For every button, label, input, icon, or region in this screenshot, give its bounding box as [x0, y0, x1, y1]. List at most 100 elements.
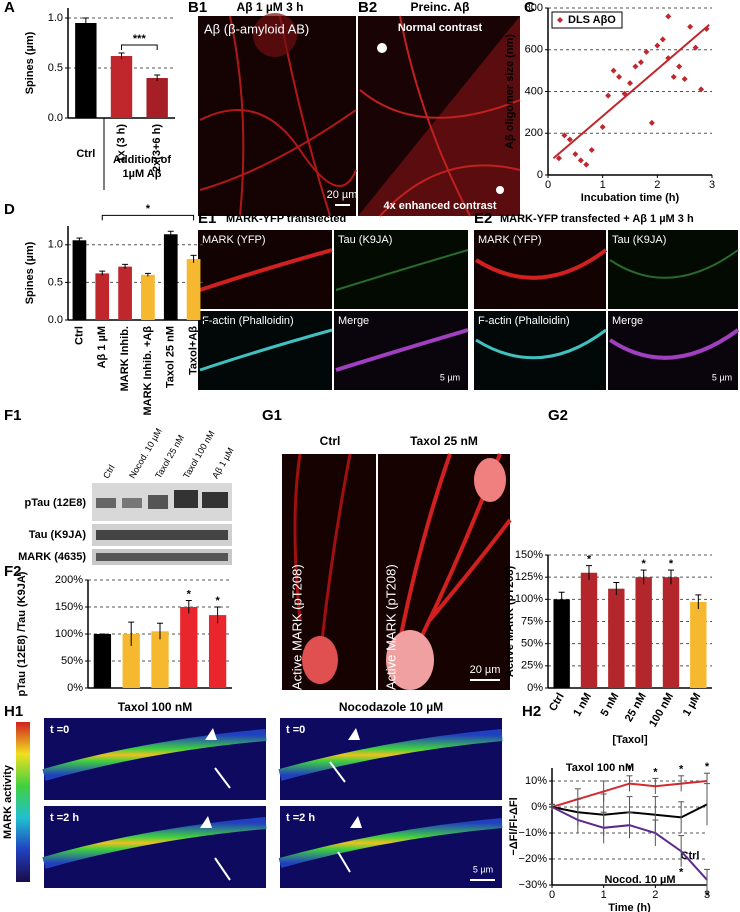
image-b2: [358, 15, 521, 217]
significance: *: [627, 764, 632, 776]
significance: ***: [133, 33, 147, 45]
bar: [180, 607, 198, 688]
y-axis-label: pTau (12E8) /Tau (K9JA): [16, 571, 28, 696]
point: [659, 36, 666, 43]
y-tick-label: 100%: [515, 593, 543, 605]
x-tick-label: 25 nM: [623, 691, 649, 724]
bracket: [101, 214, 195, 221]
point: [665, 13, 672, 20]
x-tick-label: 5 nM: [599, 691, 622, 719]
point: [583, 161, 590, 168]
panel-label: H2: [522, 703, 541, 720]
image-label: Aβ (β-amyloid AB): [204, 21, 309, 36]
image-label: Normal contrast: [398, 22, 483, 34]
image-e2: [474, 230, 740, 390]
point: [566, 136, 573, 143]
bar: [122, 634, 140, 688]
x-tick-label: 2: [654, 179, 660, 191]
point: [610, 67, 617, 74]
scale-label: 5 µm: [712, 372, 732, 382]
quadrant-label: Merge: [338, 315, 369, 327]
point: [616, 73, 623, 80]
column-label: Ctrl: [320, 434, 341, 448]
image-label: Active MARK (pT208): [383, 564, 398, 690]
point: [572, 151, 579, 158]
y-tick-label: 0.5: [48, 62, 63, 74]
quadrant-label: F-actin (Phalloidin): [202, 315, 294, 327]
point: [676, 63, 683, 70]
y-tick-label: 1.0: [48, 239, 63, 251]
bar: [72, 240, 87, 320]
point: [670, 73, 677, 80]
y-tick-label: −30%: [519, 879, 548, 891]
legend-box: [551, 11, 623, 29]
x-tick-label: 3: [704, 889, 710, 901]
y-tick-label: 0: [537, 169, 543, 181]
bar: [93, 634, 112, 688]
lane-label: Aβ 1 µM: [210, 446, 236, 480]
bar: [208, 615, 227, 688]
image-title: Aβ 1 µM 3 h: [237, 0, 304, 14]
quadrant-label: F-actin (Phalloidin): [478, 315, 570, 327]
image-label: 4x enhanced contrast: [383, 200, 496, 212]
blot: [92, 483, 232, 565]
y-tick-label: 0%: [67, 682, 83, 694]
significance: *: [679, 764, 684, 776]
y-tick-label: 100%: [55, 628, 83, 640]
column-label: Taxol 25 nM: [410, 434, 478, 448]
time-label: t =0: [286, 724, 305, 736]
bar: [141, 274, 155, 320]
y-tick-label: 800: [525, 2, 543, 14]
x-tick-label: 0: [549, 889, 555, 901]
scale-label: 20 µm: [327, 189, 358, 201]
point: [637, 59, 644, 66]
significance: *: [705, 890, 710, 902]
bar: [635, 577, 652, 688]
x-axis-label: [Taxol]: [612, 734, 648, 746]
significance: *: [669, 558, 674, 570]
panel-label: E1: [198, 210, 216, 227]
y-axis-label: −ΔFl/Fl-ΔFl: [508, 797, 520, 855]
bar: [553, 599, 570, 688]
panel-label: F2: [4, 563, 22, 580]
x-tick-label: 1 nM: [571, 691, 594, 719]
bar: [608, 588, 625, 688]
y-tick-label: −10%: [519, 827, 548, 839]
bar: [118, 266, 132, 320]
bar: [95, 273, 110, 320]
x-tick-label: Taxol+Aβ: [187, 326, 199, 375]
bracket: [121, 44, 158, 50]
x-axis-label: Incubation time (h): [581, 192, 680, 204]
significance: *: [215, 595, 220, 607]
point: [632, 63, 639, 70]
x-tick-label: MARK Inhib.: [119, 326, 131, 391]
point: [605, 92, 612, 99]
point: [698, 86, 705, 93]
bar: [146, 78, 168, 118]
scale-label: 20 µm: [470, 664, 501, 676]
bar: [163, 234, 178, 320]
panel-label: F1: [4, 407, 22, 424]
point: [692, 44, 699, 51]
x-tick-label: 1: [601, 889, 607, 901]
bar: [580, 572, 598, 688]
image-e1: [198, 230, 469, 390]
quadrant-label: MARK (YFP): [202, 234, 266, 246]
panel-label: G1: [262, 407, 282, 424]
column-label: Taxol 100 nM: [118, 700, 192, 714]
y-tick-label: 0.5: [48, 276, 63, 288]
y-tick-label: 50%: [61, 655, 83, 667]
y-tick-label: 0.0: [48, 112, 63, 124]
bar: [662, 577, 680, 688]
image-title: MARK-YFP transfected + Aβ 1 µM 3 h: [500, 213, 694, 225]
scale-label: 5 µm: [473, 864, 493, 874]
y-tick-label: 150%: [515, 549, 543, 561]
series-label: Ctrl: [681, 850, 700, 862]
column-label: Nocodazole 10 µM: [339, 700, 443, 714]
group-label: Addition of: [113, 154, 171, 166]
row-label: MARK (4635): [18, 551, 86, 563]
panel-label: D: [4, 201, 15, 218]
point: [577, 157, 584, 164]
point: [643, 48, 650, 55]
